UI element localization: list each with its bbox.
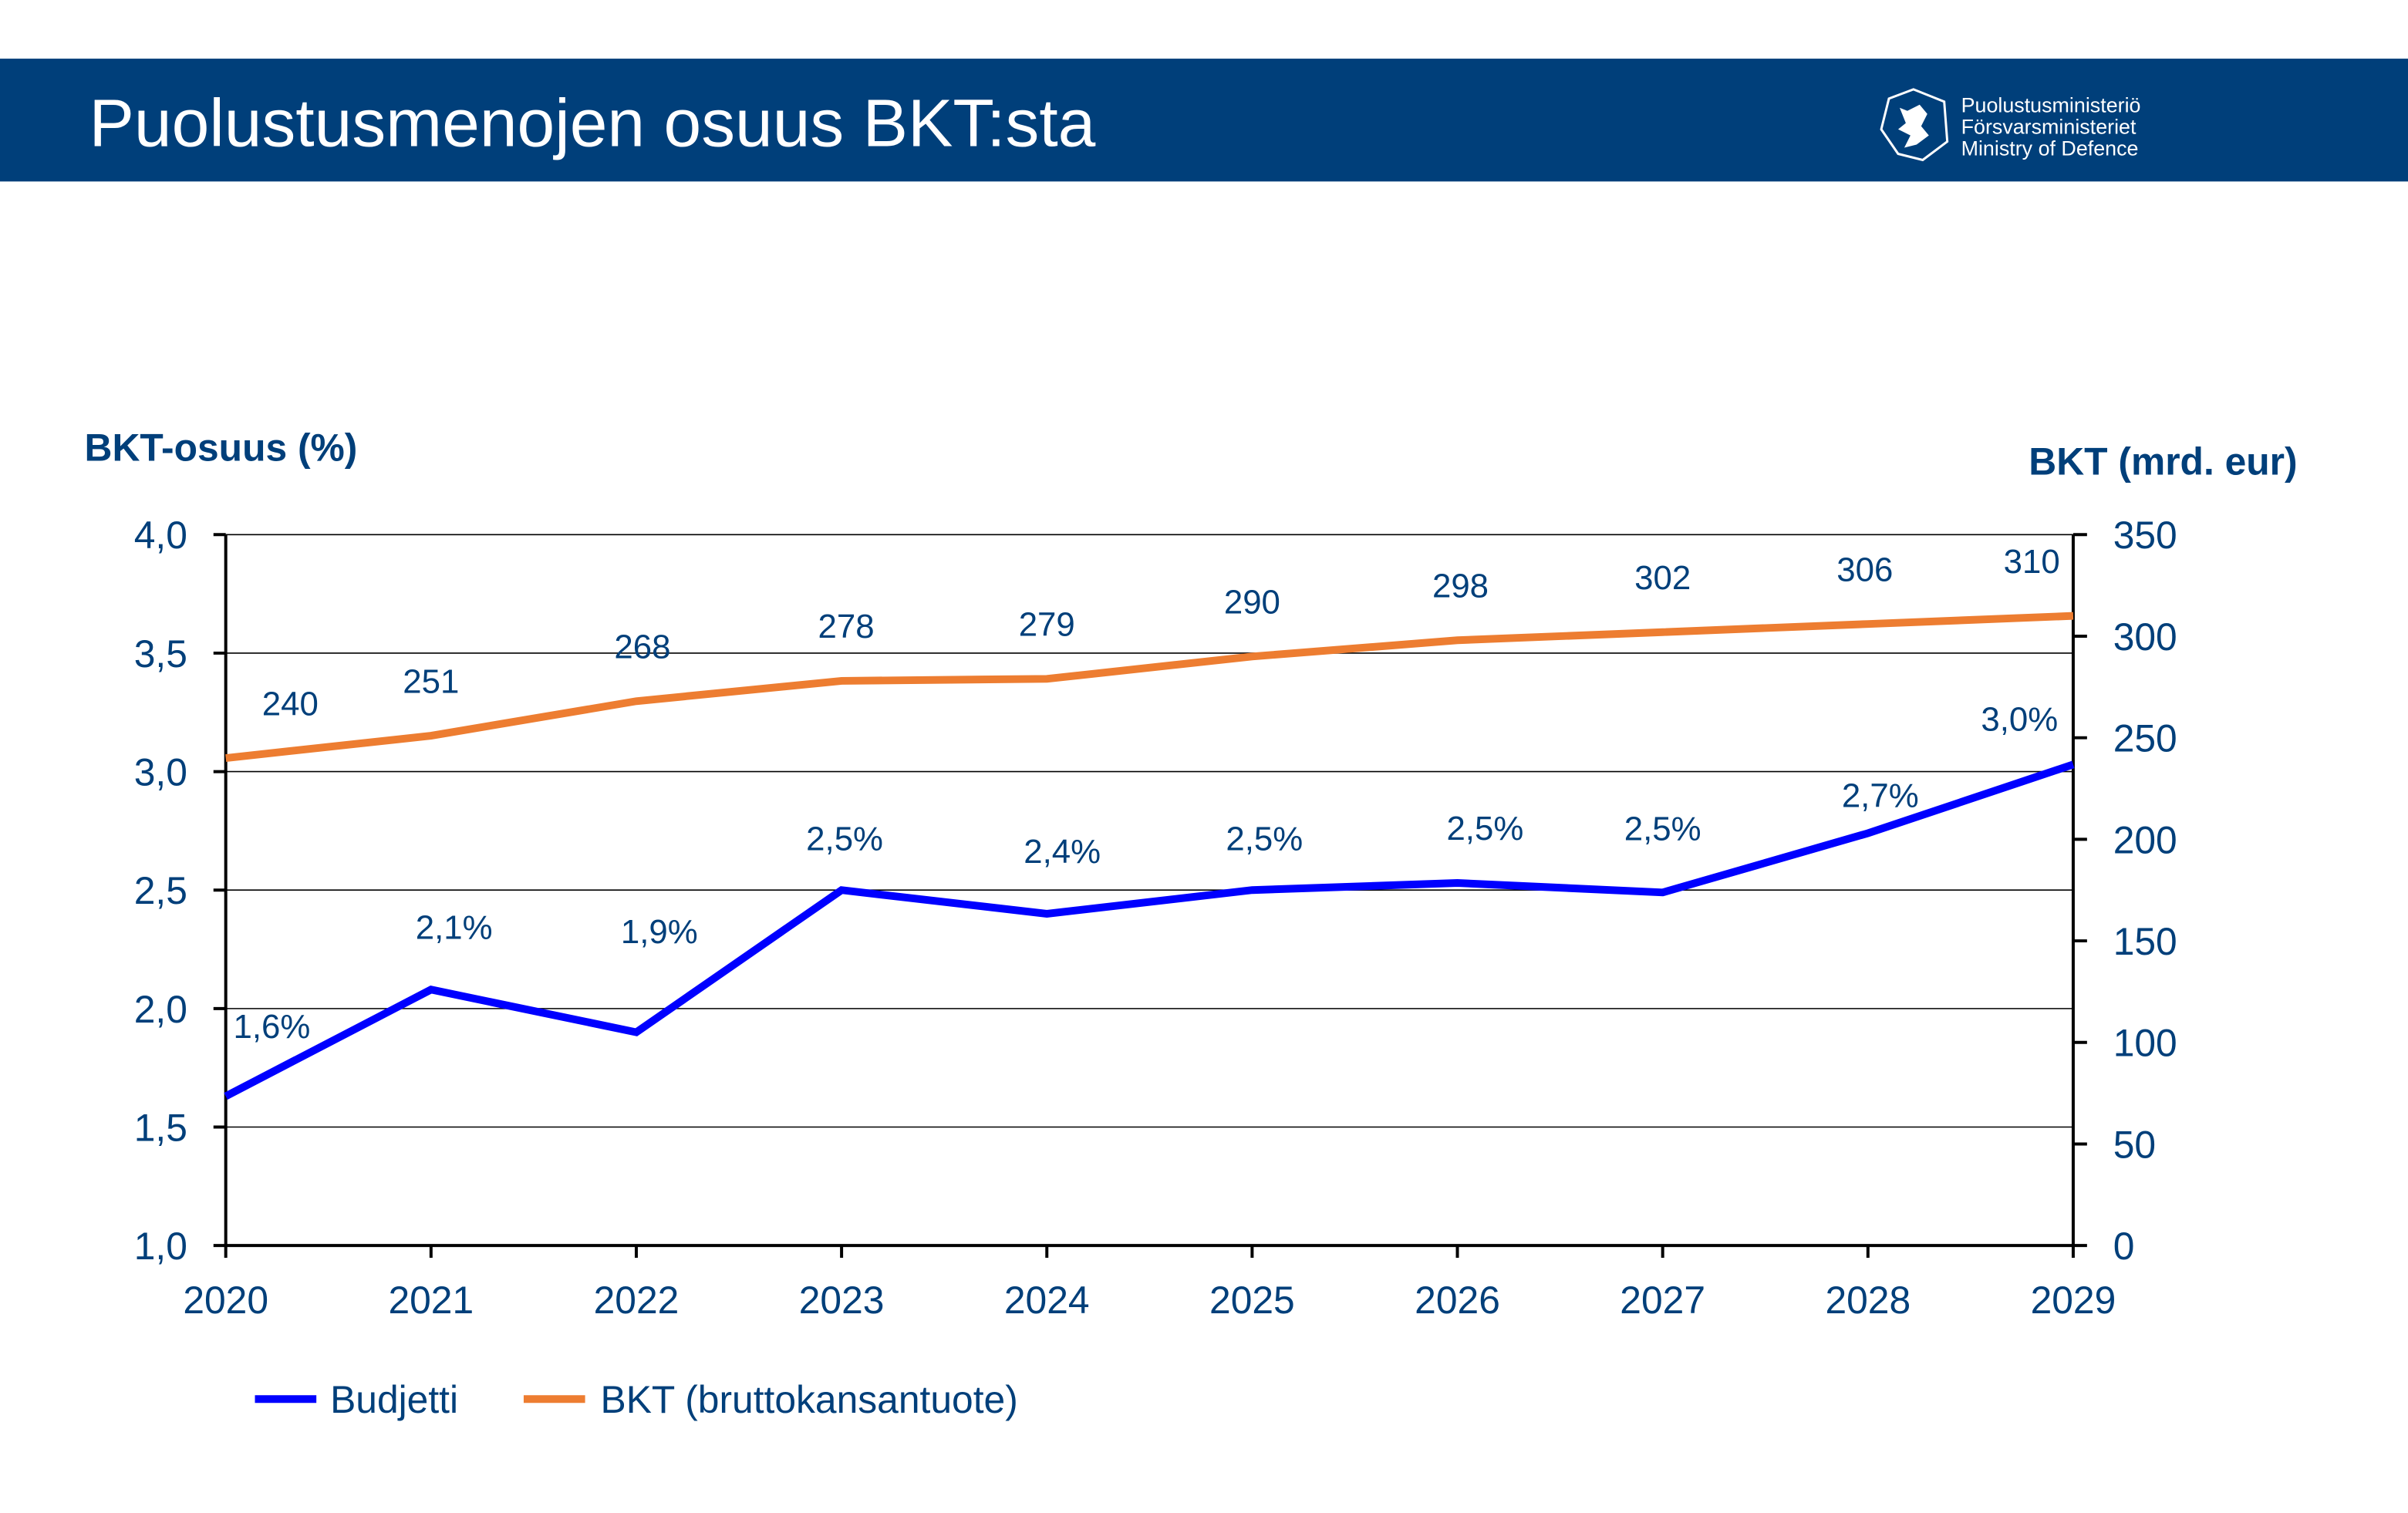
data-label: 290 bbox=[1224, 584, 1280, 622]
legend: Budjetti BKT (bruttokansantuote) bbox=[255, 1378, 1018, 1421]
right-tick-label: 200 bbox=[2113, 818, 2177, 861]
left-tick-label: 3,5 bbox=[134, 632, 187, 676]
x-tick-label: 2027 bbox=[1620, 1279, 1705, 1322]
left-tick-label: 2,0 bbox=[134, 988, 187, 1031]
data-label: 306 bbox=[1836, 551, 1893, 588]
plot-area: 1,0 1,5 2,0 2,5 3,0 3,5 4,0 0 50 100 150 200 250 300 3… bbox=[134, 514, 2177, 1322]
header-band bbox=[0, 59, 2408, 182]
page-title: Puolustusmenojen osuus BKT:sta bbox=[89, 86, 1095, 161]
data-label: 3,0% bbox=[1981, 701, 2058, 739]
data-label: 302 bbox=[1634, 559, 1691, 597]
x-tick-label: 2024 bbox=[1004, 1279, 1090, 1322]
logo-line: Ministry of Defence bbox=[1961, 136, 2139, 160]
data-label: 2,5% bbox=[1226, 820, 1303, 858]
right-tick-label: 250 bbox=[2113, 717, 2177, 760]
logo-line: Puolustusministeriö bbox=[1961, 94, 2141, 117]
x-tick-label: 2021 bbox=[388, 1279, 474, 1322]
series-line-budjetti bbox=[224, 760, 2075, 1100]
left-tick-label: 1,5 bbox=[134, 1106, 187, 1149]
data-label: 279 bbox=[1019, 606, 1075, 644]
data-label: 268 bbox=[614, 628, 670, 666]
right-tick-label: 350 bbox=[2113, 514, 2177, 557]
data-label: 2,5% bbox=[1624, 810, 1701, 848]
left-tick-label: 3,0 bbox=[134, 750, 187, 794]
x-tick-label: 2023 bbox=[799, 1279, 885, 1322]
data-label: 310 bbox=[2004, 543, 2060, 581]
x-tick-label: 2028 bbox=[1825, 1279, 1911, 1322]
right-tick-label: 0 bbox=[2113, 1225, 2135, 1268]
x-tick-label: 2025 bbox=[1209, 1279, 1295, 1322]
right-tick-label: 150 bbox=[2113, 920, 2177, 963]
left-tick-label: 2,5 bbox=[134, 869, 187, 912]
x-tick-label: 2020 bbox=[183, 1279, 268, 1322]
logo-line: Försvarsministeriet bbox=[1961, 116, 2137, 139]
right-tick-label: 50 bbox=[2113, 1123, 2156, 1166]
right-tick-label: 100 bbox=[2113, 1022, 2177, 1065]
right-tick-label: 300 bbox=[2113, 615, 2177, 659]
data-label: 2,4% bbox=[1024, 833, 1101, 871]
ministry-logo: Puolustusministeriö Försvarsministeriet … bbox=[1880, 88, 2141, 162]
data-label: 2,5% bbox=[806, 820, 883, 858]
data-label: 2,5% bbox=[1446, 810, 1523, 847]
data-label: 298 bbox=[1432, 568, 1489, 605]
left-tick-label: 1,0 bbox=[134, 1225, 187, 1268]
legend-label-bkt: BKT (bruttokansantuote) bbox=[601, 1378, 1018, 1421]
data-label: 251 bbox=[403, 662, 459, 700]
lion-crest-icon bbox=[1880, 88, 1949, 162]
data-label: 1,9% bbox=[621, 913, 698, 951]
x-tick-label: 2029 bbox=[2031, 1279, 2116, 1322]
data-label: 278 bbox=[818, 608, 875, 645]
legend-label-budjetti: Budjetti bbox=[330, 1378, 458, 1421]
data-label: 2,1% bbox=[416, 909, 493, 947]
series-line-bkt bbox=[225, 612, 2074, 762]
x-tick-label: 2026 bbox=[1415, 1279, 1500, 1322]
left-axis-title: BKT-osuus (%) bbox=[85, 426, 358, 470]
data-label: 1,6% bbox=[234, 1008, 311, 1046]
x-tick-label: 2022 bbox=[594, 1279, 680, 1322]
data-label: 240 bbox=[262, 685, 319, 723]
left-tick-label: 4,0 bbox=[134, 514, 187, 557]
right-axis-title: BKT (mrd. eur) bbox=[2029, 440, 2297, 484]
data-label: 2,7% bbox=[1842, 777, 1919, 815]
